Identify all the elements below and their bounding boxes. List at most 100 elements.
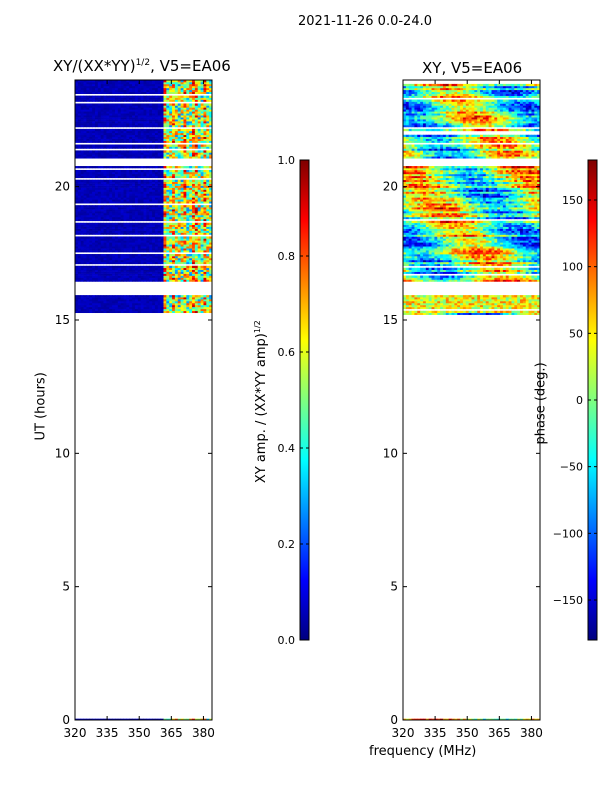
heatmap-cell	[75, 295, 79, 298]
heatmap-cell	[126, 224, 130, 227]
heatmap-cell	[120, 89, 124, 93]
heatmap-cell	[137, 242, 142, 245]
heatmap-cell	[80, 212, 84, 216]
heatmap-cell	[129, 140, 133, 143]
heatmap-cell	[163, 254, 167, 257]
heatmap-cell	[89, 152, 93, 155]
heatmap-cell	[152, 299, 156, 302]
heatmap-cell	[491, 718, 495, 721]
heatmap-cell	[157, 117, 162, 120]
heatmap-cell	[75, 199, 79, 202]
heatmap-cell	[109, 199, 113, 202]
heatmap-cell	[206, 175, 210, 179]
heatmap-cell	[120, 230, 124, 233]
heatmap-cell	[169, 275, 173, 278]
heatmap-cell	[132, 107, 136, 110]
heatmap-cell	[174, 124, 179, 128]
heatmap-cell	[146, 244, 150, 247]
heatmap-cell	[149, 304, 153, 308]
heatmap-cell	[97, 173, 102, 177]
heatmap-cell	[86, 173, 90, 177]
heatmap-cell	[77, 119, 82, 122]
heatmap-cell	[149, 152, 153, 155]
heatmap-cell	[92, 81, 96, 85]
heatmap-cell	[160, 146, 164, 149]
heatmap-cell	[152, 152, 156, 155]
heatmap-cell	[143, 211, 147, 214]
heatmap-cell	[86, 138, 90, 141]
heatmap-cell	[157, 211, 162, 214]
heatmap-cell	[109, 146, 113, 149]
heatmap-cell	[163, 218, 167, 222]
heatmap-cell	[75, 261, 79, 265]
heatmap-cell	[180, 195, 184, 198]
heatmap-cell	[94, 259, 99, 263]
heatmap-cell	[132, 214, 136, 218]
heatmap-cell	[77, 222, 82, 226]
heatmap-cell	[137, 244, 142, 247]
heatmap-cell	[172, 128, 176, 132]
heatmap-cell	[129, 173, 133, 177]
heatmap-cell	[149, 80, 153, 83]
heatmap-cell	[183, 228, 187, 231]
heatmap-cell	[194, 183, 199, 186]
heatmap-cell	[189, 189, 193, 192]
heatmap-cell	[166, 128, 170, 132]
heatmap-cell	[192, 121, 196, 124]
heatmap-cell	[92, 226, 96, 229]
heatmap-cell	[109, 107, 113, 110]
heatmap-cell	[134, 140, 139, 143]
heatmap-cell	[428, 312, 432, 315]
heatmap-cell	[183, 222, 187, 226]
heatmap-cell	[209, 211, 213, 214]
heatmap-cell	[209, 271, 213, 274]
heatmap-cell	[197, 99, 201, 102]
heatmap-cell	[86, 238, 90, 241]
heatmap-cell	[485, 718, 490, 721]
heatmap-cell	[186, 197, 190, 200]
heatmap-cell	[408, 718, 412, 721]
heatmap-cell	[134, 123, 139, 126]
heatmap-cell	[152, 205, 156, 208]
heatmap-cell	[123, 257, 127, 261]
heatmap-cell	[117, 308, 122, 312]
heatmap-cell	[77, 138, 82, 141]
heatmap-cell	[192, 306, 196, 310]
heatmap-cell	[186, 87, 190, 91]
heatmap-cell	[206, 218, 210, 222]
heatmap-cell	[200, 718, 204, 721]
heatmap-cell	[169, 267, 173, 270]
heatmap-cell	[174, 250, 179, 253]
heatmap-cell	[126, 91, 130, 94]
heatmap-cell	[100, 105, 104, 108]
heatmap-cell	[109, 205, 113, 208]
heatmap-cell	[134, 185, 139, 188]
heatmap-cell	[106, 257, 110, 261]
heatmap-cell	[140, 115, 144, 118]
heatmap-cell	[123, 265, 127, 269]
heatmap-cell	[177, 87, 181, 91]
heatmap-cell	[112, 300, 116, 304]
heatmap-cell	[126, 232, 130, 235]
heatmap-cell	[157, 115, 162, 118]
heatmap-cell	[197, 154, 201, 157]
heatmap-cell	[152, 224, 156, 227]
heatmap-cell	[154, 175, 159, 179]
heatmap-cell	[100, 121, 104, 124]
heatmap-cell	[203, 83, 207, 87]
heatmap-cell	[468, 306, 472, 310]
heatmap-cell	[517, 310, 521, 314]
heatmap-cell	[143, 209, 147, 212]
heatmap-cell	[180, 193, 184, 196]
heatmap-cell	[80, 152, 84, 155]
heatmap-cell	[189, 302, 193, 306]
heatmap-cell	[172, 297, 176, 300]
heatmap-cell	[177, 306, 181, 310]
heatmap-cell	[109, 191, 113, 194]
heatmap-cell	[114, 173, 119, 177]
heatmap-cell	[422, 304, 427, 308]
heatmap-cell	[134, 228, 139, 231]
heatmap-cell	[160, 83, 164, 87]
heatmap-cell	[123, 240, 127, 243]
heatmap-cell	[494, 306, 498, 310]
